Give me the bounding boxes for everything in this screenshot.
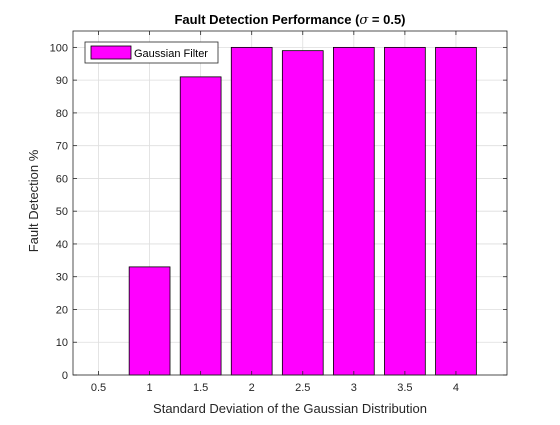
y-tick-label: 70 bbox=[56, 141, 68, 153]
axes-box bbox=[72, 30, 508, 376]
legend-swatch bbox=[90, 45, 132, 60]
bar bbox=[128, 266, 171, 376]
x-tick-labels: 0.5 1 1.5 2 2.5 3 3.5 4 bbox=[91, 382, 459, 394]
y-tick-labels: 0 10 20 30 40 50 60 70 80 90 100 bbox=[50, 42, 68, 382]
y-tick-label: 90 bbox=[56, 75, 68, 87]
ticks bbox=[73, 31, 507, 376]
y-tick-label: 30 bbox=[56, 272, 68, 284]
y-tick-label: 20 bbox=[56, 304, 68, 316]
legend-label: Gaussian Filter bbox=[134, 48, 208, 60]
bar bbox=[281, 50, 324, 376]
title-sigma: σ bbox=[359, 13, 369, 28]
x-tick-label: 3 bbox=[351, 382, 357, 394]
bars bbox=[128, 46, 477, 376]
title-text: Fault Detection Performance ( bbox=[174, 12, 360, 27]
y-tick-label: 40 bbox=[56, 239, 68, 251]
y-tick-label: 100 bbox=[50, 42, 68, 54]
x-axis-label: Standard Deviation of the Gaussian Distr… bbox=[153, 401, 427, 416]
y-tick-label: 60 bbox=[56, 173, 68, 185]
y-tick-label: 10 bbox=[56, 337, 68, 349]
y-tick-label: 0 bbox=[62, 370, 68, 382]
x-tick-label: 2 bbox=[249, 382, 255, 394]
x-tick-label: 3.5 bbox=[397, 382, 412, 394]
x-tick-label: 2.5 bbox=[295, 382, 310, 394]
y-tick-label: 50 bbox=[56, 206, 68, 218]
title-rest: = 0.5) bbox=[368, 12, 405, 27]
x-tick-label: 0.5 bbox=[91, 382, 106, 394]
chart-title: Fault Detection Performance (σ = 0.5) bbox=[174, 12, 405, 28]
y-tick-label: 80 bbox=[56, 108, 68, 120]
bar bbox=[435, 46, 477, 376]
bar bbox=[332, 46, 375, 376]
bar bbox=[384, 46, 426, 376]
x-tick-label: 4 bbox=[453, 382, 459, 394]
bar bbox=[230, 46, 273, 376]
y-axis-label: Fault Detection % bbox=[26, 149, 41, 252]
x-tick-label: 1.5 bbox=[193, 382, 208, 394]
bar bbox=[179, 76, 222, 376]
legend: Gaussian Filter bbox=[84, 41, 219, 64]
x-tick-label: 1 bbox=[147, 382, 153, 394]
